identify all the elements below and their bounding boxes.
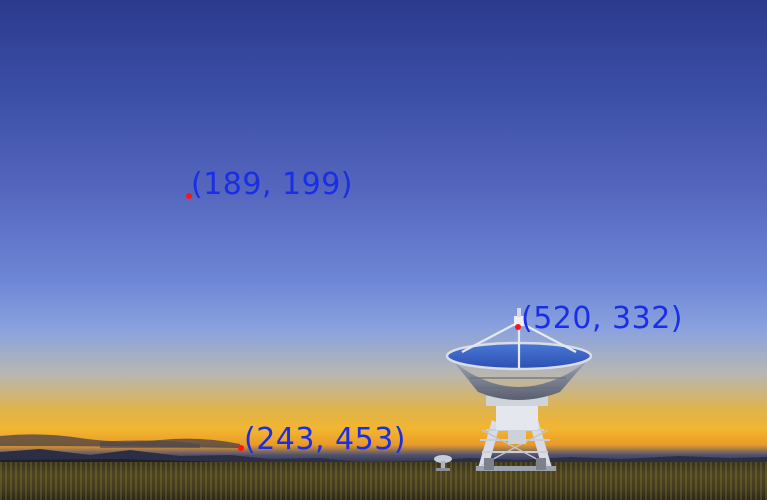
marker-point-3 [238, 445, 244, 451]
marker-point-2 [515, 324, 521, 330]
coord-label-1: (189, 199) [191, 167, 354, 202]
desert-ground [0, 462, 767, 500]
coord-label-2: (520, 332) [521, 301, 684, 336]
marker-point-1 [186, 193, 192, 199]
coord-label-3: (243, 453) [244, 422, 407, 457]
